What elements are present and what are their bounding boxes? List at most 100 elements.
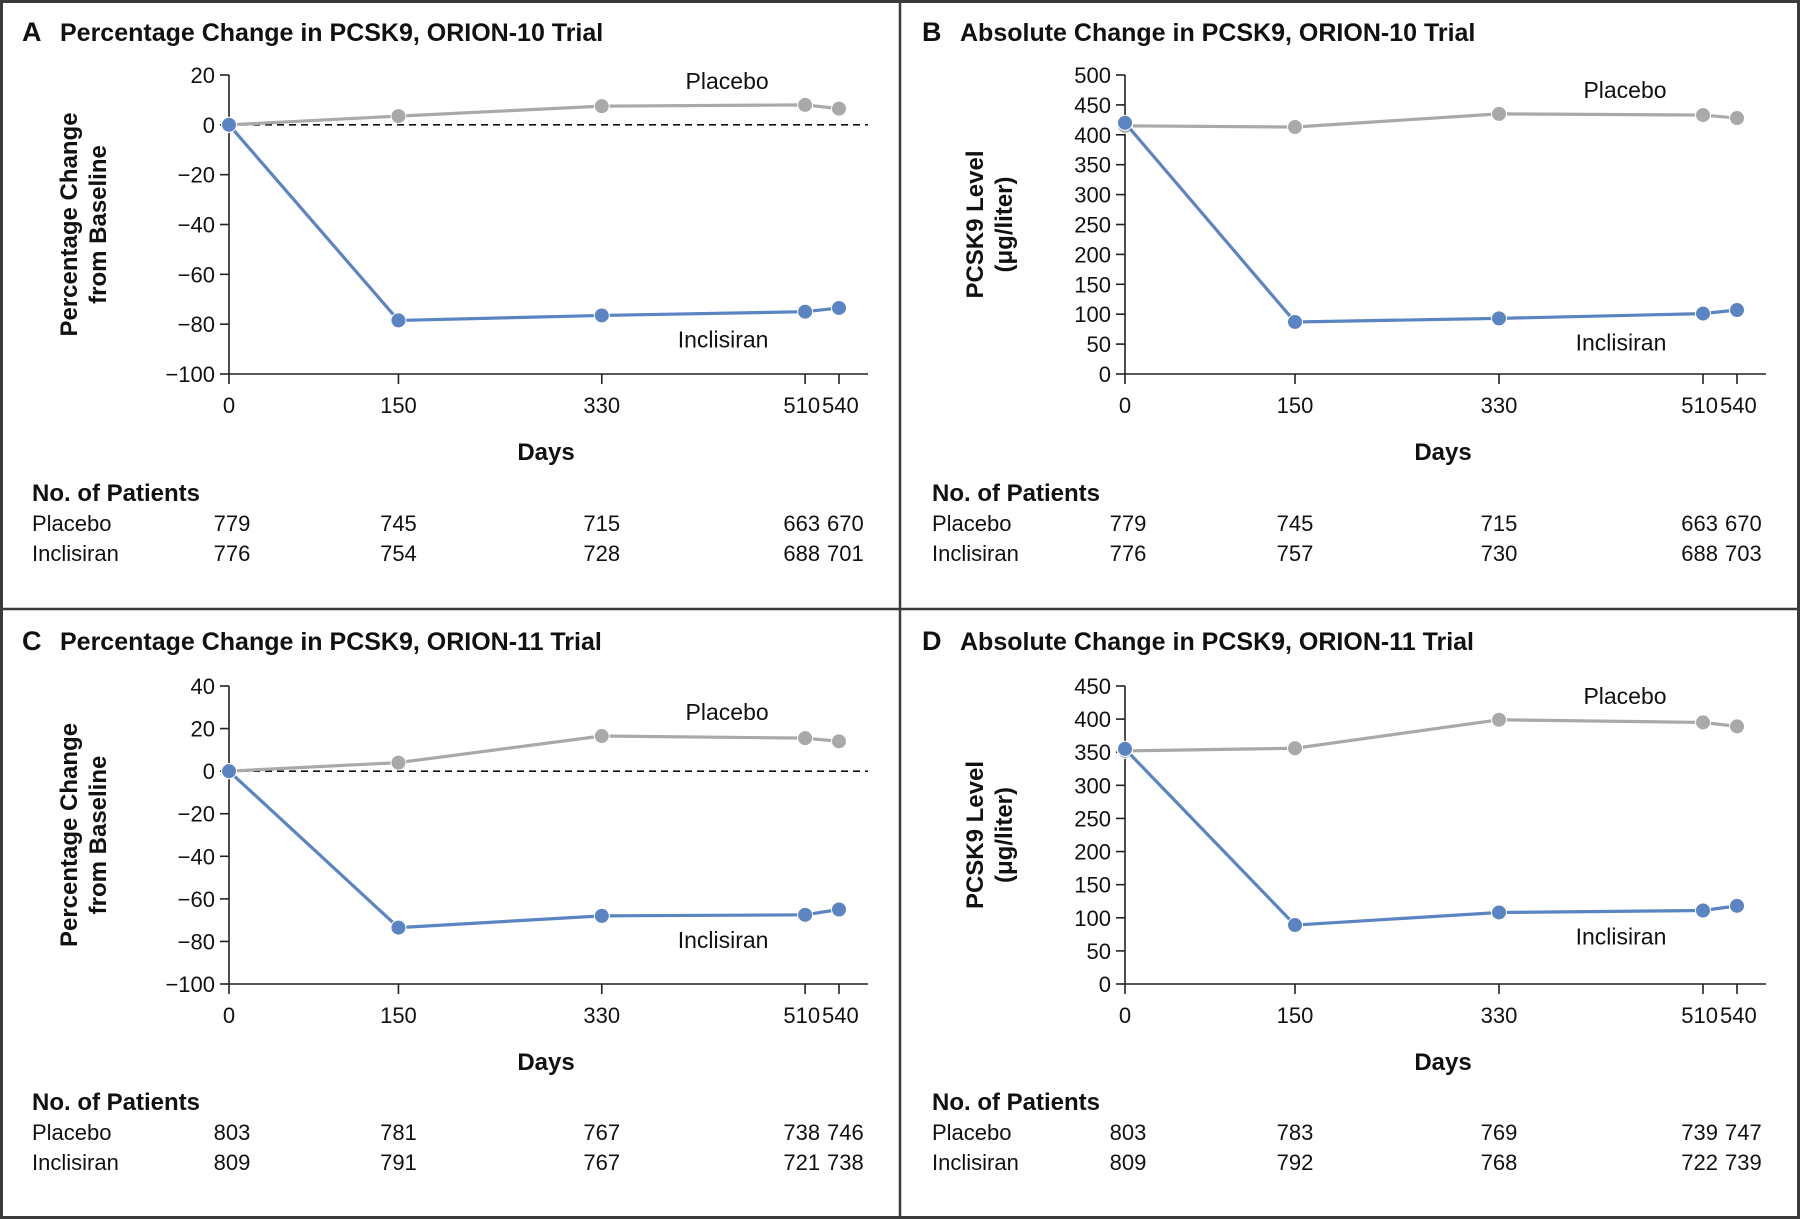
placebo-point	[390, 108, 407, 125]
inclisiran-series-label: Inclisiran	[1576, 923, 1667, 949]
x-axis-title: Days	[1414, 439, 1471, 466]
y-axis-title-line: Percentage Change	[56, 112, 83, 336]
placebo-point	[390, 754, 407, 771]
x-tick-label: 0	[1119, 1003, 1131, 1028]
y-axis-title-line: from Baseline	[85, 756, 112, 915]
patients-row-label: Placebo	[932, 511, 1012, 536]
y-tick-label: 100	[1074, 302, 1111, 327]
inclisiran-point	[221, 116, 237, 133]
patients-count-cell: 767	[583, 1150, 620, 1175]
y-tick-label: −80	[178, 312, 215, 337]
y-tick-label: 350	[1074, 740, 1111, 765]
patients-count-cell: 754	[380, 541, 417, 566]
x-tick-label: 540	[822, 393, 859, 418]
placebo-point	[831, 733, 847, 750]
patients-row-label: Inclisiran	[932, 541, 1019, 566]
patients-count-cell: 767	[583, 1120, 620, 1145]
inclisiran-series-label: Inclisiran	[1576, 329, 1667, 355]
patients-count-cell: 776	[1110, 541, 1147, 566]
panel-title: Percentage Change in PCSK9, ORION-10 Tri…	[60, 19, 603, 47]
inclisiran-point	[1491, 904, 1507, 921]
patients-table-title: No. of Patients	[32, 1089, 200, 1116]
patients-count-cell: 803	[1110, 1120, 1147, 1145]
patients-count-cell: 663	[783, 511, 820, 536]
x-tick-label: 330	[583, 393, 620, 418]
y-tick-label: 0	[203, 113, 215, 138]
placebo-point	[797, 730, 814, 747]
patients-table-title: No. of Patients	[932, 1089, 1100, 1116]
patients-count-cell: 745	[1277, 511, 1314, 536]
panel-c: C Percentage Change in PCSK9, ORION-11 Tr…	[22, 626, 868, 1175]
x-axis-title: Days	[1414, 1049, 1471, 1076]
y-tick-label: 20	[191, 717, 215, 742]
y-tick-label: 400	[1074, 707, 1111, 732]
patients-count-cell: 728	[583, 541, 620, 566]
x-tick-label: 510	[783, 393, 820, 418]
patients-count-cell: 739	[1725, 1150, 1762, 1175]
y-axis-title-line: (μg/liter)	[991, 787, 1018, 883]
x-tick-label: 330	[583, 1003, 620, 1028]
inclisiran-point	[797, 906, 814, 923]
inclisiran-point	[797, 303, 814, 320]
panel-letter: C	[22, 626, 42, 656]
y-tick-label: 450	[1074, 674, 1111, 699]
x-tick-label: 150	[1277, 1003, 1314, 1028]
y-tick-label: −40	[178, 844, 215, 869]
patients-row-label: Placebo	[32, 1120, 112, 1145]
placebo-series-label: Placebo	[686, 699, 769, 725]
patients-count-cell: 701	[827, 541, 864, 566]
y-tick-label: 50	[1087, 332, 1111, 357]
placebo-point	[1729, 110, 1745, 127]
inclisiran-point	[831, 299, 847, 316]
patients-count-cell: 769	[1481, 1120, 1518, 1145]
y-tick-label: 500	[1074, 63, 1111, 88]
placebo-point	[1287, 119, 1303, 136]
y-tick-label: 300	[1074, 773, 1111, 798]
y-axis-title-line: PCSK9 Level	[962, 761, 989, 909]
inclisiran-point	[1287, 917, 1303, 934]
placebo-line	[1124, 718, 1738, 753]
y-tick-label: 50	[1087, 939, 1111, 964]
patients-row-label: Placebo	[32, 511, 112, 536]
patients-count-cell: 779	[214, 511, 251, 536]
placebo-point	[1491, 711, 1507, 728]
patients-table-title: No. of Patients	[32, 480, 200, 507]
y-tick-label: −80	[178, 929, 215, 954]
panel-letter: A	[22, 17, 42, 47]
patients-count-cell: 781	[380, 1120, 417, 1145]
inclisiran-series-label: Inclisiran	[678, 927, 769, 953]
x-tick-label: 540	[1720, 393, 1757, 418]
inclisiran-point	[1729, 302, 1745, 319]
placebo-point	[593, 98, 610, 115]
patients-count-cell: 730	[1481, 541, 1518, 566]
x-tick-label: 150	[380, 1003, 417, 1028]
y-tick-label: 40	[191, 674, 215, 699]
inclisiran-line	[227, 123, 840, 323]
y-tick-label: 350	[1074, 153, 1111, 178]
patients-count-cell: 783	[1277, 1120, 1314, 1145]
placebo-point	[1695, 714, 1711, 731]
inclisiran-point	[221, 763, 237, 780]
patients-count-cell: 747	[1725, 1120, 1762, 1145]
inclisiran-point	[1729, 897, 1745, 914]
placebo-series-label: Placebo	[1583, 683, 1666, 709]
placebo-line	[228, 734, 840, 773]
x-tick-label: 330	[1481, 393, 1518, 418]
x-tick-label: 0	[223, 393, 235, 418]
y-tick-label: 20	[191, 63, 215, 88]
x-tick-label: 540	[1720, 1003, 1757, 1028]
patients-count-cell: 738	[783, 1120, 820, 1145]
patients-count-cell: 792	[1277, 1150, 1314, 1175]
inclisiran-point	[390, 312, 407, 329]
inclisiran-point	[1117, 114, 1133, 131]
patients-count-cell: 670	[827, 511, 864, 536]
inclisiran-line	[1123, 747, 1738, 927]
inclisiran-line	[1123, 121, 1738, 324]
patients-count-cell: 715	[583, 511, 620, 536]
inclisiran-point	[831, 901, 847, 918]
patients-row-label: Inclisiran	[932, 1150, 1019, 1175]
patients-count-cell: 688	[1681, 541, 1718, 566]
y-axis-title-line: PCSK9 Level	[962, 150, 989, 298]
patients-count-cell: 715	[1481, 511, 1518, 536]
